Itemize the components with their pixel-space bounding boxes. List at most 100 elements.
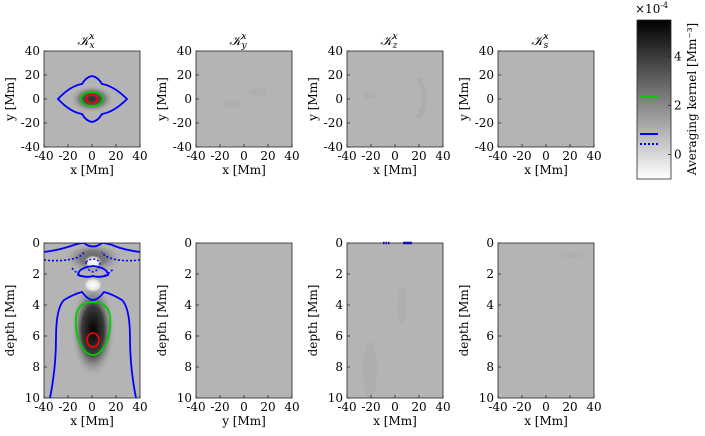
panel-7-xtick-2: 0 (542, 400, 550, 414)
panel-5-ytick-3: 6 (184, 329, 192, 343)
panel-0-title: 𝒦x x (77, 32, 94, 51)
panel-0-ytick-2: 0 (32, 92, 40, 106)
colorbar-label: Averaging kernel [Mm⁻³] (685, 23, 699, 176)
colorbar-gradient (636, 19, 672, 180)
panel-2-ytick-1: 20 (328, 68, 343, 82)
panel-0-xlabel: x [Mm] (70, 163, 114, 177)
panel-5-xtick-0: -40 (186, 400, 205, 414)
depth-contour-zero-top-cap (83, 243, 103, 248)
panel-0-xtick-1: -20 (58, 149, 77, 163)
panel-1-xtick-1: -20 (210, 149, 229, 163)
panel-2-ylabel: y [Mm] (306, 77, 320, 122)
panel-4-ytick-5: 10 (25, 391, 40, 405)
panel-6-ytick-0: 0 (335, 236, 343, 250)
depth-contour-max (86, 332, 100, 348)
panel-2-xtick-1: -20 (361, 149, 380, 163)
panel-6-ytick-1: 2 (335, 267, 343, 281)
panel-6-xtick-3: 20 (411, 400, 426, 414)
panel-7-ytick-0: 0 (486, 236, 494, 250)
panel-5-xtick-1: -20 (210, 400, 229, 414)
panel-2-xlabel: x [Mm] (373, 163, 417, 177)
panel-4-xtick-4: 40 (132, 400, 147, 414)
panel-4-xtick-3: 20 (108, 400, 123, 414)
panel-0-xtick-3: 20 (108, 149, 123, 163)
panel-depth-3-field (347, 243, 443, 398)
panel-3-xlabel: x [Mm] (524, 163, 568, 177)
panel-3-xtick-4: 40 (586, 149, 601, 163)
panel-7-xtick-0: -40 (488, 400, 507, 414)
panel-6-xtick-0: -40 (337, 400, 356, 414)
panel-6-ylabel: depth [Mm] (306, 285, 320, 357)
panel-7-xtick-4: 40 (586, 400, 601, 414)
panel-0-ylabel: y [Mm] (3, 77, 17, 122)
panel-1-xlabel: x [Mm] (222, 163, 266, 177)
panel-3-xtick-2: 0 (542, 149, 550, 163)
panel-3-ytick-2: 0 (486, 92, 494, 106)
panel-1-xtick-2: 0 (240, 149, 248, 163)
panel-7-xlabel: x [Mm] (524, 414, 568, 428)
panel-0-ytick-0: 40 (25, 44, 40, 58)
colorbar-tick-1: 2 (674, 99, 682, 113)
panel-1-xtick-3: 20 (260, 149, 275, 163)
panel-5-xtick-2: 0 (240, 400, 248, 414)
panel-5-ytick-0: 0 (184, 236, 192, 250)
panel-5-xtick-4: 40 (284, 400, 299, 414)
panel-7-ytick-5: 10 (479, 391, 494, 405)
panel-1-title: 𝒦x y (229, 32, 247, 51)
depth-contour-two (74, 301, 112, 356)
panel-6-ytick-3: 6 (335, 329, 343, 343)
panel-4-ytick-1: 2 (32, 267, 40, 281)
kzx-faint-arc (415, 76, 428, 120)
panel-3-xtick-0: -40 (488, 149, 507, 163)
kxx-map (56, 75, 129, 123)
panel-3-ytick-1: 20 (479, 68, 494, 82)
panel-0-ytick-3: -20 (21, 116, 40, 130)
panel-1-ylabel: y [Mm] (155, 77, 169, 122)
panel-3-xtick-1: -20 (512, 149, 531, 163)
panel-0-ytick-1: 20 (25, 68, 40, 82)
panel-4-xtick-1: -20 (58, 400, 77, 414)
panel-2-xtick-3: 20 (411, 149, 426, 163)
panel-kyx-field (196, 51, 292, 147)
panel-6-ytick-5: 10 (328, 391, 343, 405)
panel-1-ytick-0: 40 (177, 44, 192, 58)
panel-2-ytick-0: 40 (328, 44, 343, 58)
panel-5-ylabel: depth [Mm] (155, 285, 169, 357)
panel-5-ytick-4: 8 (184, 360, 192, 374)
kzx-depth-faint (363, 342, 377, 398)
panel-6-xlabel: x [Mm] (373, 414, 417, 428)
panel-4-xlabel: x [Mm] (70, 414, 114, 428)
panel-6-xtick-1: -20 (361, 400, 380, 414)
panel-kzx-field (347, 51, 443, 147)
panel-4-ytick-0: 0 (32, 236, 40, 250)
panel-2-ytick-2: 0 (335, 92, 343, 106)
panel-7-ytick-3: 6 (486, 329, 494, 343)
panel-4-xtick-0: -40 (34, 400, 53, 414)
panel-6-xtick-2: 0 (391, 400, 399, 414)
panel-1-ytick-2: 0 (184, 92, 192, 106)
panel-6-ytick-2: 4 (335, 298, 343, 312)
panel-7-ytick-2: 4 (486, 298, 494, 312)
panel-6-xtick-4: 40 (435, 400, 450, 414)
panel-depth-2-field (196, 243, 292, 398)
panel-5-ytick-2: 4 (184, 298, 192, 312)
panel-3-ytick-4: -40 (475, 140, 494, 154)
panel-4-xtick-2: 0 (88, 400, 96, 414)
panel-1-ytick-1: 20 (177, 68, 192, 82)
panel-2-xtick-0: -40 (337, 149, 356, 163)
ksx-depth-faint (560, 252, 584, 258)
panel-4-ytick-3: 6 (32, 329, 40, 343)
panel-5-ytick-1: 2 (184, 267, 192, 281)
panel-3-ylabel: y [Mm] (457, 77, 471, 122)
panel-5-xlabel: y [Mm] (221, 414, 266, 428)
panel-2-title: 𝒦x z (380, 32, 397, 51)
panel-0-xtick-2: 0 (88, 149, 96, 163)
panel-1-ytick-3: -20 (173, 116, 192, 130)
depth-contour-dotted-r (101, 251, 140, 262)
kzx-depth-faint-2 (397, 287, 407, 323)
panel-1-xtick-4: 40 (284, 149, 299, 163)
panel-4-ylabel: depth [Mm] (3, 285, 17, 357)
panel-1-xtick-0: -40 (186, 149, 205, 163)
panel-5-xtick-3: 20 (260, 400, 275, 414)
